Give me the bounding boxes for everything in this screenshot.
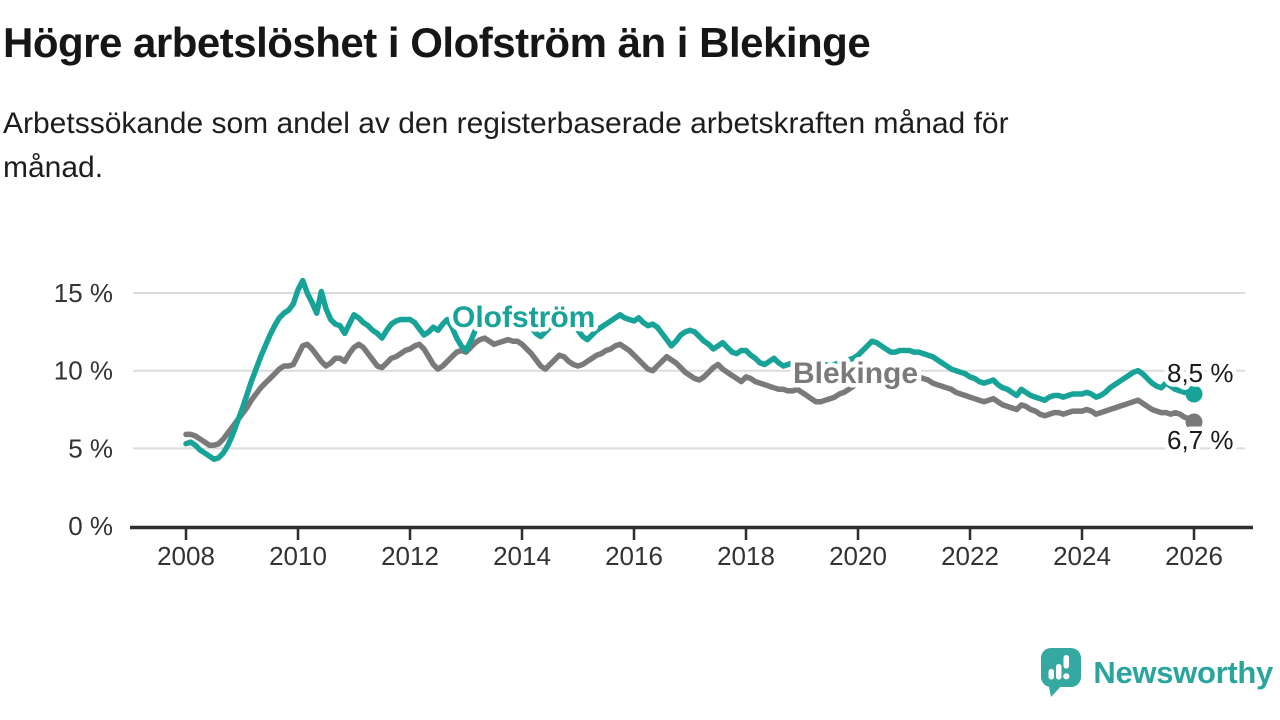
- series-label-olofstrom: Olofström: [452, 301, 595, 334]
- x-tick-label: 2010: [269, 541, 327, 571]
- x-tick-label: 2018: [717, 541, 775, 571]
- y-tick-label: 15 %: [54, 278, 113, 308]
- series-end-dot-blekinge: [1185, 413, 1203, 431]
- x-tick-label: 2026: [1165, 541, 1223, 571]
- end-value-label-blekinge: 6,7 %: [1167, 425, 1234, 455]
- chart-subtitle: Arbetssökande som andel av den registerb…: [3, 102, 1263, 190]
- series-label-blekinge: Blekinge: [793, 357, 918, 390]
- y-tick-label: 0 %: [68, 511, 113, 541]
- newsworthy-logo: Newsworthy: [1041, 648, 1273, 698]
- series-label-olofstrom-halo: Olofström: [452, 301, 595, 334]
- series-line-olofstrom: [183, 277, 1197, 462]
- y-tick-label: 5 %: [68, 433, 113, 463]
- x-tick-label: 2020: [829, 541, 887, 571]
- page-title: Högre arbetslöshet i Olofström än i Blek…: [3, 19, 871, 66]
- x-tick-label: 2024: [1053, 541, 1111, 571]
- end-value-label-olofstrom-halo: 8,5 %: [1167, 358, 1234, 388]
- y-tick-label: 10 %: [54, 356, 113, 386]
- end-value-label-olofstrom: 8,5 %: [1167, 358, 1234, 388]
- subtitle-line-1: Arbetssökande som andel av den registerb…: [3, 107, 1009, 141]
- x-tick-label: 2016: [605, 541, 663, 571]
- x-tick-label: 2022: [941, 541, 999, 571]
- subtitle-line-2: månad.: [3, 151, 104, 185]
- chart-header: Högre arbetslöshet i Olofström än i Blek…: [3, 19, 1263, 190]
- brand-name: Newsworthy: [1093, 655, 1273, 690]
- newsworthy-icon: [1041, 648, 1082, 697]
- series-end-dot-olofstrom: [1185, 385, 1203, 403]
- x-tick-label: 2012: [381, 541, 439, 571]
- x-tick-label: 2008: [157, 541, 215, 571]
- end-value-label-blekinge-halo: 6,7 %: [1167, 425, 1234, 455]
- x-tick-label: 2014: [493, 541, 551, 571]
- series-label-blekinge-halo: Blekinge: [793, 357, 918, 390]
- series-line-blekinge: [183, 335, 1197, 448]
